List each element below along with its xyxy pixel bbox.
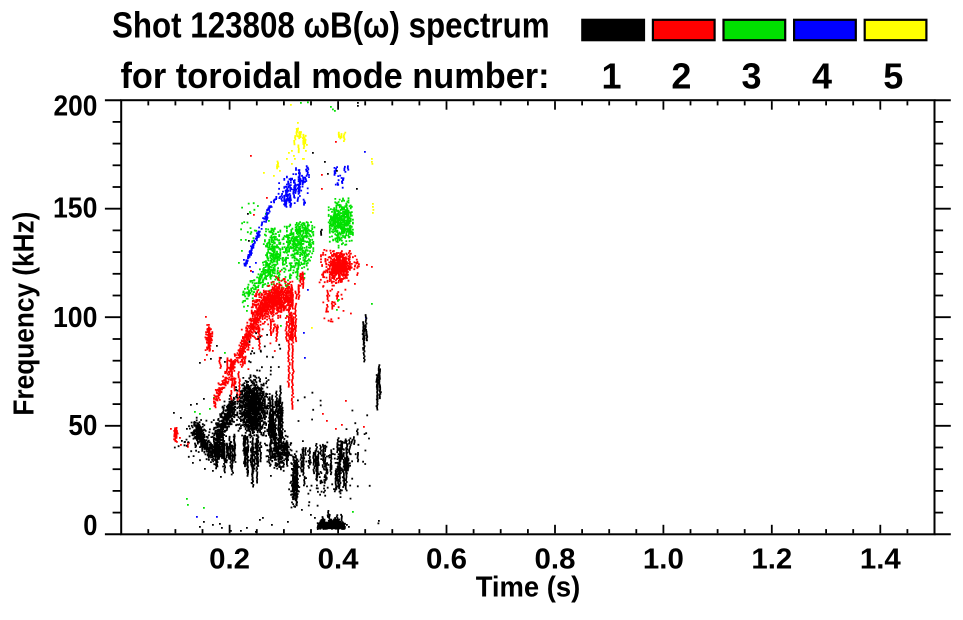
svg-text:0.8: 0.8	[535, 544, 576, 576]
svg-text:2: 2	[671, 55, 691, 96]
svg-text:1.2: 1.2	[751, 544, 792, 576]
svg-text:0: 0	[83, 510, 97, 542]
svg-text:Time (s): Time (s)	[476, 571, 581, 603]
svg-text:1.4: 1.4	[860, 544, 901, 576]
svg-text:1: 1	[601, 55, 621, 96]
svg-text:200: 200	[54, 90, 98, 122]
svg-text:Shot 123808 ωB(ω) spectrum: Shot 123808 ωB(ω) spectrum	[112, 5, 550, 46]
svg-text:150: 150	[53, 193, 97, 225]
svg-text:3: 3	[741, 55, 761, 96]
svg-text:1.0: 1.0	[643, 544, 684, 576]
svg-text:0.4: 0.4	[318, 544, 359, 576]
svg-text:for toroidal mode number:: for toroidal mode number:	[121, 55, 550, 96]
svg-text:100: 100	[53, 302, 97, 334]
svg-text:0.6: 0.6	[426, 544, 467, 576]
svg-text:50: 50	[68, 410, 97, 442]
svg-text:Frequency (kHz): Frequency (kHz)	[9, 212, 41, 416]
svg-text:5: 5	[883, 55, 903, 96]
svg-text:4: 4	[812, 55, 832, 96]
svg-text:0.2: 0.2	[209, 544, 250, 576]
